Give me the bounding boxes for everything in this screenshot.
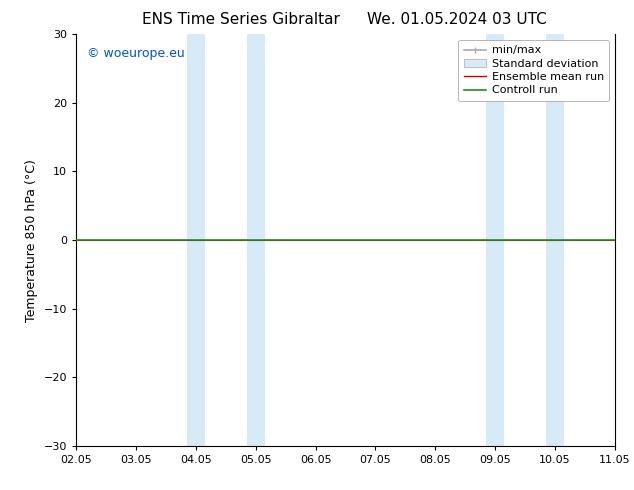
Text: ENS Time Series Gibraltar: ENS Time Series Gibraltar: [142, 12, 340, 27]
Bar: [546, 34, 564, 446]
Legend: min/max, Standard deviation, Ensemble mean run, Controll run: min/max, Standard deviation, Ensemble me…: [458, 40, 609, 101]
Y-axis label: Temperature 850 hPa (°C): Temperature 850 hPa (°C): [25, 159, 38, 321]
Text: We. 01.05.2024 03 UTC: We. 01.05.2024 03 UTC: [366, 12, 547, 27]
Bar: [187, 34, 205, 446]
Text: © woeurope.eu: © woeurope.eu: [87, 47, 184, 60]
Bar: [486, 34, 504, 446]
Bar: [247, 34, 265, 446]
